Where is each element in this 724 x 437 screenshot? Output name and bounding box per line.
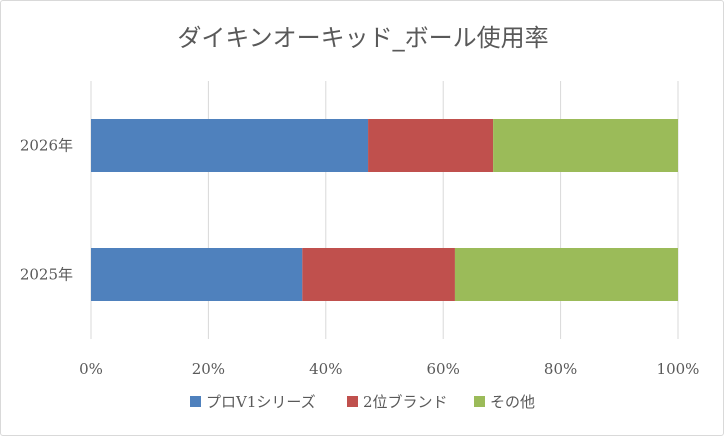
bar-segment [302,248,455,301]
x-tick-label: 20% [192,360,225,378]
bar-segment [91,248,303,301]
legend-swatch [474,396,485,407]
category-label: 2026年 [20,137,73,155]
x-tick-labels: 0% 20% 40% 60% 80% 100% [79,360,699,378]
legend-swatch [190,396,201,407]
bar-segment [454,248,678,301]
bar-segment [368,119,494,172]
category-labels: 2026年 2025年 [20,137,73,284]
x-tick-label: 0% [79,360,103,378]
legend-label: その他 [490,393,535,411]
legend: プロV1シリーズ 2位ブランド その他 [190,393,535,411]
legend-swatch [347,396,358,407]
bar-segment [493,119,678,172]
legend-label: 2位ブランド [363,393,448,411]
legend-label: プロV1シリーズ [206,393,316,411]
chart-title: ダイキンオーキッド_ボール使用率 [177,24,548,52]
x-tick-label: 80% [544,360,577,378]
category-label: 2025年 [20,266,73,284]
bar-segment [91,119,369,172]
x-tick-label: 100% [657,360,700,378]
x-tick-label: 60% [427,360,460,378]
bars [91,119,678,301]
x-tick-label: 40% [309,360,342,378]
